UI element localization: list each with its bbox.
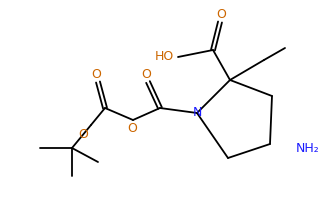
Text: NH₂: NH₂ bbox=[296, 142, 320, 155]
Text: O: O bbox=[78, 127, 88, 141]
Text: N: N bbox=[192, 106, 202, 120]
Text: O: O bbox=[91, 68, 101, 81]
Text: O: O bbox=[216, 8, 226, 21]
Text: O: O bbox=[141, 68, 151, 81]
Text: HO: HO bbox=[154, 50, 174, 64]
Text: O: O bbox=[127, 123, 137, 135]
